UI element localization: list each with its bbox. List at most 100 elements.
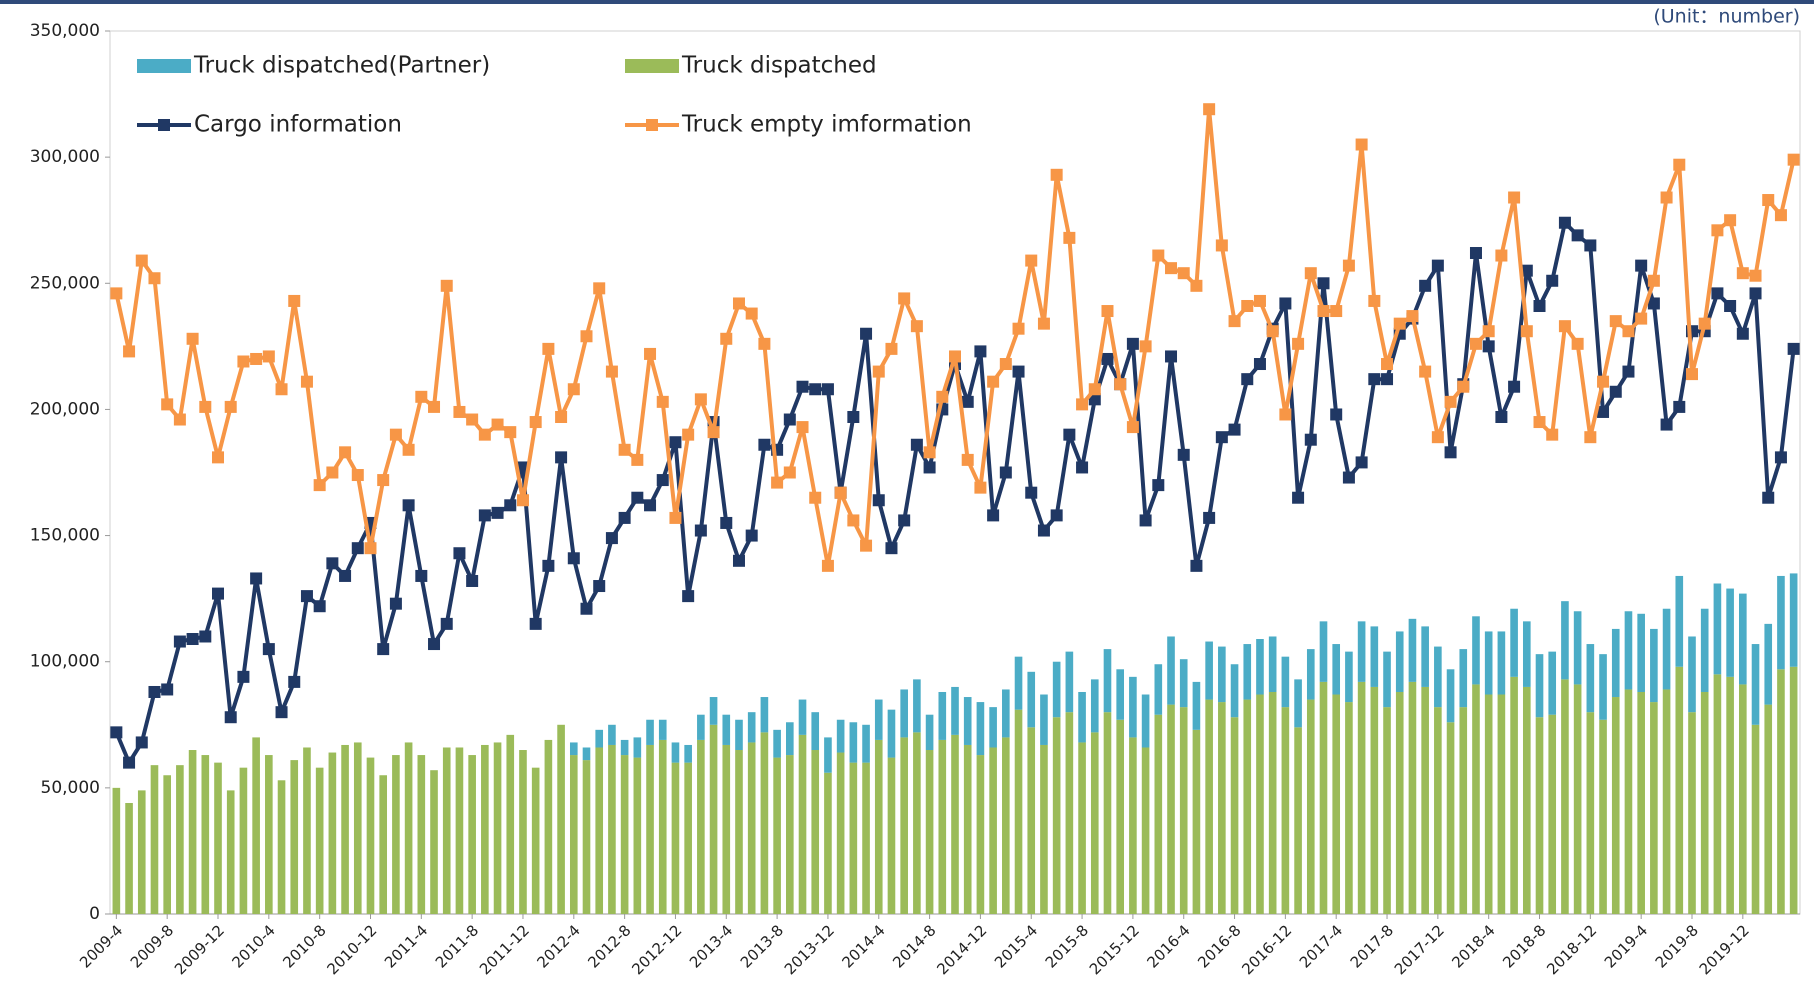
bar <box>1116 719 1124 914</box>
marker <box>1724 214 1737 227</box>
bar <box>252 737 260 914</box>
marker <box>212 587 225 600</box>
bar <box>1256 639 1264 695</box>
bar <box>1103 712 1112 914</box>
bar <box>1522 686 1531 914</box>
bar <box>1345 651 1353 703</box>
bar <box>1167 704 1175 914</box>
marker <box>682 428 695 441</box>
bar <box>836 719 845 753</box>
bar <box>379 775 388 914</box>
bar <box>506 734 515 914</box>
bar <box>1484 694 1493 914</box>
marker <box>186 633 199 646</box>
marker <box>936 390 949 403</box>
marker <box>656 395 669 408</box>
bar <box>1218 646 1226 703</box>
marker <box>1355 138 1368 151</box>
y-tick-label: 50,000 <box>41 778 100 798</box>
marker <box>694 524 707 537</box>
bar <box>862 762 870 914</box>
marker <box>1050 509 1063 522</box>
marker <box>428 400 441 413</box>
marker <box>580 330 593 343</box>
bar <box>366 757 375 914</box>
marker <box>1381 358 1394 371</box>
marker <box>1444 446 1457 459</box>
bar <box>1713 674 1722 914</box>
bar <box>1141 747 1150 914</box>
legend-label: Truck empty imformation <box>681 112 972 138</box>
bar <box>239 767 248 914</box>
marker <box>949 350 961 363</box>
marker <box>758 337 771 350</box>
marker <box>910 320 923 333</box>
bar <box>989 707 997 748</box>
marker <box>1088 383 1101 396</box>
marker <box>1304 267 1317 280</box>
marker <box>1495 410 1508 423</box>
marker <box>275 383 288 396</box>
bar <box>1345 702 1353 914</box>
bar <box>1205 641 1213 700</box>
legend-marker <box>646 119 658 131</box>
bar <box>646 719 654 745</box>
marker <box>351 542 364 555</box>
marker <box>313 479 326 492</box>
marker <box>631 453 644 466</box>
bar <box>1268 691 1277 914</box>
x-tick-label: 2013-4 <box>686 921 736 971</box>
marker <box>656 474 669 487</box>
marker <box>1736 267 1749 280</box>
marker <box>1482 340 1495 353</box>
marker <box>1762 491 1775 504</box>
marker <box>872 365 885 378</box>
bar <box>519 750 527 914</box>
marker <box>961 395 974 408</box>
bar <box>1370 686 1379 914</box>
bar <box>1535 717 1544 914</box>
bar <box>989 747 997 914</box>
marker <box>1787 342 1800 355</box>
x-tick-label: 2009-8 <box>127 921 177 971</box>
marker <box>402 499 415 512</box>
marker <box>466 413 479 426</box>
marker <box>1177 267 1190 280</box>
bar <box>265 755 273 914</box>
bar <box>684 744 692 763</box>
bar <box>1141 694 1150 748</box>
marker <box>1368 373 1381 386</box>
bar <box>595 729 604 748</box>
bar <box>1650 702 1658 914</box>
x-tick-label: 2017-8 <box>1347 921 1397 971</box>
marker <box>1558 216 1571 229</box>
marker <box>478 509 491 522</box>
marker <box>1711 224 1724 237</box>
bar <box>1548 714 1557 914</box>
bar <box>1789 573 1798 667</box>
bar <box>887 757 896 914</box>
marker <box>161 683 174 696</box>
marker <box>1774 451 1787 464</box>
bar <box>176 765 184 914</box>
bar <box>824 737 832 773</box>
marker <box>1406 310 1419 323</box>
marker <box>478 428 491 441</box>
marker <box>555 451 568 464</box>
marker <box>1139 514 1152 527</box>
marker <box>1342 259 1355 272</box>
bar <box>430 770 438 914</box>
bar <box>188 750 197 914</box>
bar <box>353 742 362 914</box>
marker <box>974 481 987 494</box>
bar <box>1281 707 1290 914</box>
marker <box>1317 305 1330 318</box>
marker <box>644 347 657 360</box>
marker <box>555 410 568 423</box>
bar <box>951 686 959 735</box>
marker <box>224 400 237 413</box>
bar <box>1090 679 1099 733</box>
bar <box>747 742 756 914</box>
marker <box>542 559 555 572</box>
marker <box>821 383 834 396</box>
